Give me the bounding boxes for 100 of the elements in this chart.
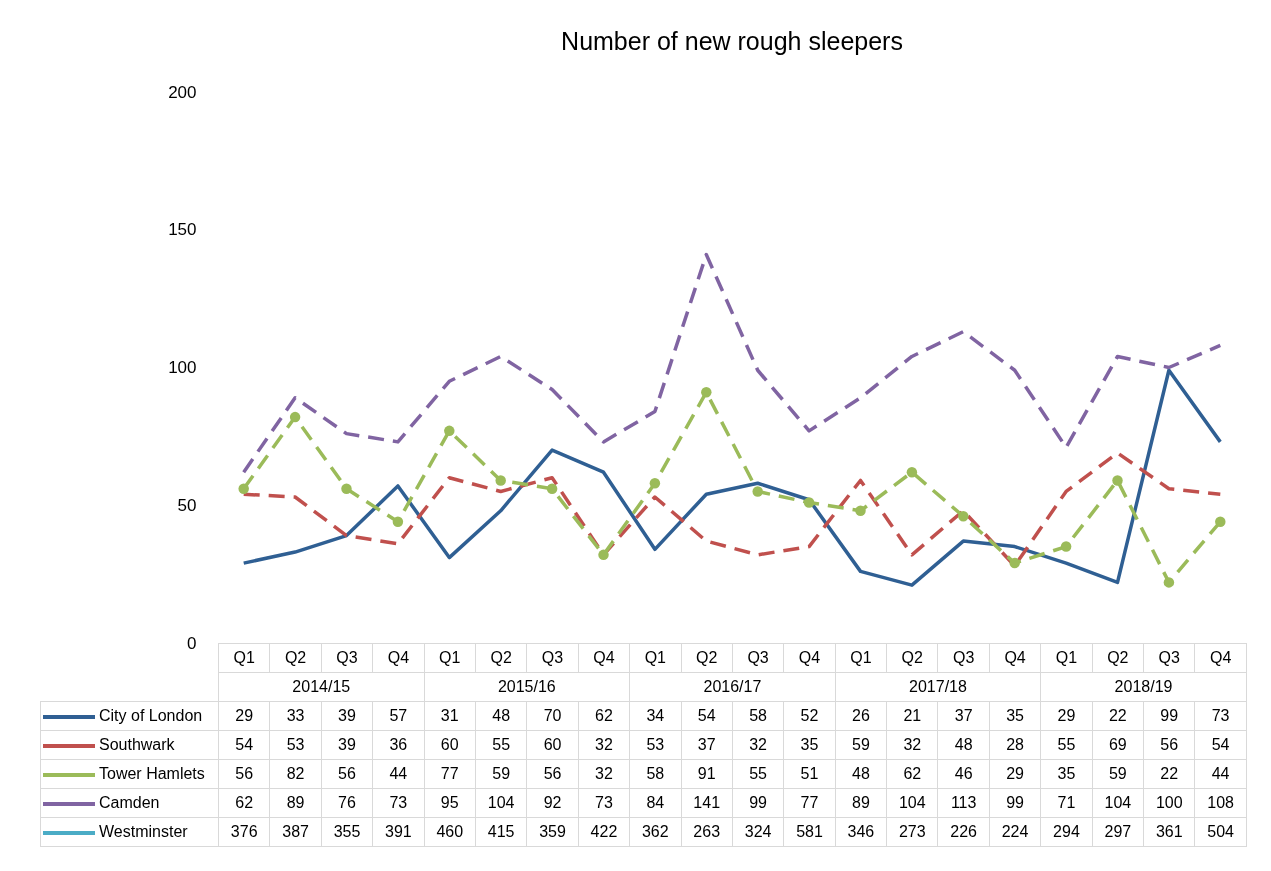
data-label: 35 [783, 730, 836, 760]
point [649, 477, 661, 489]
x-tick-label: Q1 [835, 643, 887, 673]
data-label: 73 [578, 788, 630, 818]
x-tick-label: Q4 [1194, 643, 1247, 673]
data-label: 62 [578, 701, 630, 731]
data-label: 48 [835, 759, 887, 789]
data-label: 35 [989, 701, 1041, 731]
x-tick-label: Q1 [218, 643, 270, 673]
data-label: 99 [732, 788, 784, 818]
data-label: 26 [835, 701, 887, 731]
text: 504 [1207, 823, 1234, 840]
text: 294 [1053, 823, 1080, 840]
data-label: 59 [475, 759, 527, 789]
text: 387 [282, 823, 309, 840]
point [444, 425, 455, 437]
data-label: 56 [1143, 730, 1195, 760]
data-label: 100 [1143, 788, 1195, 818]
x-tick-label: Q3 [321, 643, 373, 673]
y-tick-label: 50 [177, 495, 197, 515]
data-label: 104 [1092, 788, 1144, 818]
data-label: 60 [424, 730, 476, 760]
data-label: 54 [681, 701, 733, 731]
x-tick-label: Q2 [475, 643, 527, 673]
point [289, 411, 301, 423]
data-label: 58 [629, 759, 682, 789]
data-label: 37 [681, 730, 733, 760]
data-label: 95 [424, 788, 476, 818]
data-label: 104 [475, 788, 527, 818]
data-label: 92 [526, 788, 579, 818]
data-label: 44 [372, 759, 425, 789]
y-tick-label: 0 [187, 633, 197, 653]
data-label: 91 [681, 759, 733, 789]
y-tick-label: 200 [168, 82, 197, 102]
text: 391 [385, 823, 412, 840]
x-tick-label: Q3 [526, 643, 579, 673]
data-label: 70 [526, 701, 579, 731]
data-label: 54 [218, 730, 270, 760]
data-label: 60 [526, 730, 579, 760]
legend-label: Westminster [40, 817, 219, 847]
x-tick-label: Q1 [629, 643, 682, 673]
data-label: 29 [218, 701, 270, 731]
text: 226 [950, 823, 978, 840]
data-label: 55 [732, 759, 784, 789]
point [392, 516, 404, 528]
point [958, 511, 969, 522]
data-label: 46 [937, 759, 990, 789]
x-tick-label: Q2 [681, 643, 733, 673]
chart-title: Number of new rough sleepers [561, 27, 903, 55]
data-label: 22 [1143, 759, 1195, 789]
point [598, 549, 609, 561]
x-tick-label: Q3 [1143, 643, 1195, 673]
data-label: 77 [424, 759, 476, 789]
data-label: 29 [1040, 701, 1093, 731]
point [341, 483, 352, 494]
point [803, 497, 815, 508]
x-tick-label: Q2 [269, 643, 322, 673]
data-label: 55 [475, 730, 527, 760]
text: 359 [539, 823, 566, 840]
data-label: 82 [269, 759, 322, 789]
data-label: 73 [372, 788, 425, 818]
text: 422 [590, 823, 618, 840]
x-tick-label: Q4 [783, 643, 836, 673]
data-label: 48 [475, 701, 527, 731]
data-label: 32 [886, 730, 938, 760]
data-label: 31 [424, 701, 476, 731]
data-label: 54 [1194, 730, 1247, 760]
data-label: 108 [1194, 788, 1247, 818]
x-tick-label: Q4 [578, 643, 630, 673]
point [1163, 577, 1175, 588]
text: 376 [230, 823, 258, 840]
data-label: 104 [886, 788, 938, 818]
point [701, 387, 712, 398]
data-label: 32 [578, 759, 630, 789]
data-label: 56 [218, 759, 270, 789]
y-tick-label: 100 [168, 358, 197, 377]
text: 415 [487, 823, 515, 840]
point [1215, 516, 1226, 528]
x-tick-label: Q2 [886, 643, 938, 673]
legend-label: Tower Hamlets [40, 759, 219, 789]
data-label: 29 [989, 759, 1041, 789]
text: 361 [1155, 823, 1183, 840]
legend-label: Southwark [40, 730, 219, 760]
data-label: 84 [629, 788, 682, 818]
data-label: 69 [1092, 730, 1144, 760]
text: 273 [898, 823, 926, 840]
point [238, 483, 249, 494]
data-label: 44 [1194, 759, 1247, 789]
legend-label: City of London [40, 701, 219, 731]
text: 460 [436, 823, 464, 840]
data-label: 58 [732, 701, 784, 731]
data-label: 89 [269, 788, 322, 818]
data-label: 76 [321, 788, 373, 818]
text: 355 [333, 823, 361, 840]
data-label: 36 [372, 730, 425, 760]
data-label: 22 [1092, 701, 1144, 731]
point [1060, 541, 1072, 552]
legend-label: Camden [40, 788, 219, 818]
data-label: 33 [269, 701, 322, 731]
text: 581 [796, 823, 823, 840]
